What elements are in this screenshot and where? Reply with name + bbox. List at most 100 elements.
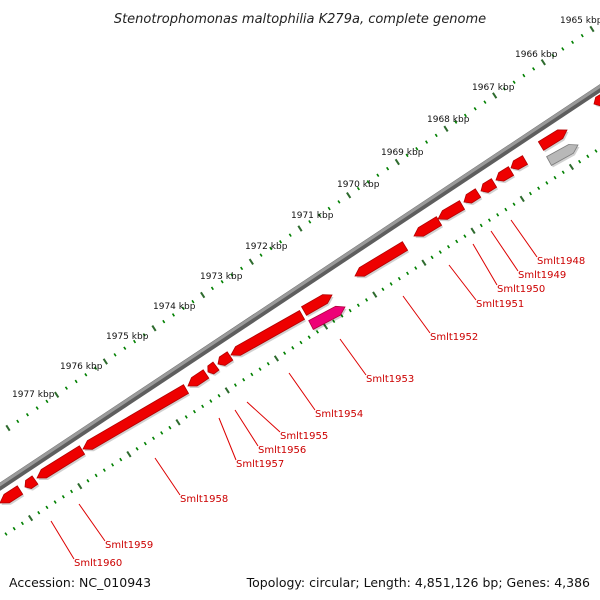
- inner-minor-tick: [233, 383, 237, 387]
- gene-arrow-body: [82, 384, 190, 450]
- minor-tick: [269, 246, 273, 251]
- inner-major-tick: [470, 227, 476, 235]
- kbp-label: 1966 kbp: [515, 50, 558, 60]
- minor-tick: [512, 80, 516, 84]
- gene-arrow: [230, 310, 306, 358]
- inner-minor-tick: [61, 494, 65, 499]
- major-tick: [297, 225, 303, 232]
- minor-tick: [415, 146, 419, 151]
- gene-arrow: [207, 361, 221, 376]
- kbp-label: 1972 kbp: [245, 242, 288, 252]
- inner-minor-tick: [487, 218, 491, 222]
- gene-label-leader: [339, 338, 367, 376]
- gene-arrow: [36, 445, 87, 480]
- inner-major-tick: [224, 387, 230, 394]
- inner-minor-tick: [184, 415, 188, 419]
- gene-arrow: [537, 129, 569, 153]
- map-title: Stenotrophomonas maltophilia K279a, comp…: [114, 12, 486, 27]
- minor-tick: [561, 47, 565, 51]
- minor-tick: [522, 73, 526, 78]
- minor-tick: [64, 386, 68, 390]
- gene-label: Smlt1957: [236, 459, 284, 470]
- gene-label-leader: [288, 372, 316, 411]
- gene-label-leader: [218, 417, 237, 461]
- kbp-label: 1967 kbp: [472, 83, 515, 93]
- minor-tick: [454, 120, 458, 124]
- inner-minor-tick: [381, 287, 385, 292]
- minor-tick: [94, 366, 98, 370]
- inner-minor-tick: [119, 457, 123, 462]
- kbp-label: 1977 kbp: [12, 390, 55, 400]
- inner-minor-tick: [365, 298, 369, 302]
- inner-minor-tick: [463, 234, 467, 238]
- kbp-label: 1968 kbp: [427, 115, 470, 125]
- gene-arrow-body: [308, 305, 346, 330]
- minor-tick: [337, 200, 341, 204]
- minor-tick: [45, 399, 49, 404]
- inner-minor-tick: [340, 314, 344, 318]
- inner-minor-tick: [348, 308, 352, 313]
- gene-arrow: [510, 155, 529, 172]
- gene-arrow: [24, 475, 40, 491]
- gene-arrow: [463, 188, 483, 206]
- gene-arrow-body: [437, 200, 466, 220]
- major-tick: [200, 291, 206, 299]
- minor-tick: [113, 353, 117, 357]
- minor-tick: [279, 240, 283, 244]
- inner-minor-tick: [12, 526, 16, 531]
- inner-major-tick: [568, 163, 575, 171]
- inner-minor-tick: [414, 266, 418, 270]
- minor-tick: [16, 419, 20, 424]
- kbp-label: 1973 kbp: [200, 272, 243, 282]
- gene-arrow: [308, 305, 347, 332]
- inner-minor-tick: [291, 346, 295, 350]
- accession-text: Accession: NC_010943: [9, 575, 151, 590]
- gene-label-leader: [78, 503, 106, 542]
- gene-label: Smlt1948: [537, 256, 585, 267]
- gene-arrow-body: [480, 178, 498, 193]
- minor-tick: [532, 67, 536, 71]
- inner-minor-tick: [135, 447, 139, 451]
- inner-major-tick: [77, 482, 83, 490]
- inner-minor-tick: [86, 479, 90, 483]
- gene-label-leader: [490, 230, 519, 272]
- gene-label: Smlt1953: [366, 374, 414, 385]
- gene-label-leader: [234, 409, 259, 447]
- minor-tick: [288, 233, 292, 237]
- inner-minor-tick: [299, 340, 303, 345]
- major-tick: [589, 25, 595, 33]
- gene-arrow: [354, 241, 410, 279]
- inner-major-tick: [421, 259, 427, 266]
- minor-tick: [483, 100, 487, 104]
- gene-label-leader: [154, 457, 181, 496]
- inner-minor-tick: [20, 521, 24, 526]
- gene-track: [0, 94, 600, 505]
- inner-minor-tick: [389, 282, 393, 286]
- inner-minor-tick: [594, 149, 598, 153]
- minor-tick: [356, 186, 360, 191]
- minor-tick: [434, 133, 438, 138]
- kbp-label: 1970 kbp: [337, 180, 380, 190]
- inner-minor-tick: [315, 330, 319, 334]
- gene-label: Smlt1958: [180, 494, 228, 505]
- minor-tick: [551, 53, 555, 58]
- inner-minor-tick: [242, 377, 246, 382]
- gene-arrow: [187, 369, 211, 388]
- inner-minor-tick: [332, 319, 336, 324]
- gene-arrow: [0, 485, 25, 505]
- inner-minor-tick: [192, 409, 196, 414]
- inner-minor-tick: [217, 393, 221, 398]
- minor-tick: [35, 406, 39, 410]
- inner-minor-tick: [151, 436, 156, 441]
- inner-minor-tick: [545, 181, 549, 185]
- gene-arrow: [82, 384, 190, 452]
- minor-tick: [123, 346, 127, 350]
- inner-minor-tick: [406, 271, 410, 276]
- minor-tick: [191, 299, 195, 304]
- gene-arrow-body: [510, 155, 529, 170]
- gene-label: Smlt1955: [280, 431, 328, 442]
- inner-minor-tick: [586, 154, 590, 159]
- gene-arrow-body: [413, 216, 443, 237]
